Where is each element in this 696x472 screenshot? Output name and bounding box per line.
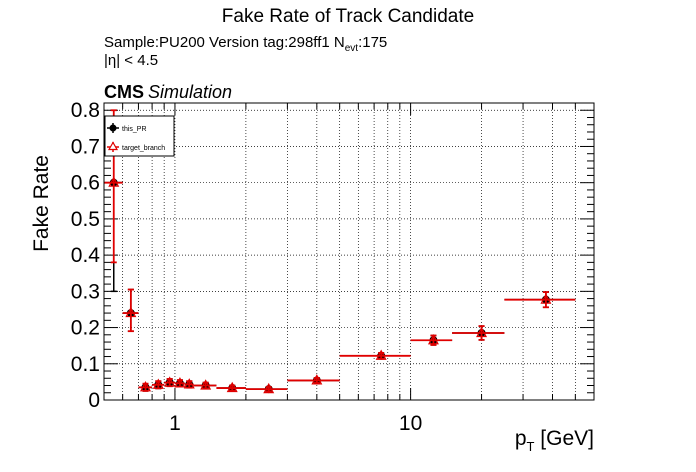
- y-tick-label: 0.5: [71, 208, 100, 231]
- data-point-target-branch: [200, 379, 212, 390]
- x-axis-title-sub: T: [527, 439, 535, 454]
- y-axis-title: Fake Rate: [30, 155, 53, 252]
- data-point-target-branch: [263, 382, 275, 394]
- data-point-target-branch: [427, 333, 439, 345]
- data-point-target-branch: [140, 381, 151, 392]
- simulation-text: Simulation: [148, 82, 233, 102]
- series-this_PR: [104, 109, 576, 394]
- cms-label: CMS Simulation: [104, 82, 232, 103]
- plot-frame: [103, 102, 595, 401]
- y-tick-label: 0.6: [71, 172, 100, 195]
- data-point-target-branch: [125, 306, 137, 318]
- x-axis-title: pT [GeV]: [515, 427, 594, 454]
- nevt-value: :175: [358, 34, 388, 51]
- data-point-target-branch: [226, 381, 238, 393]
- legend-this-pr-marker: [109, 124, 117, 132]
- y-tick-label: 0.2: [71, 317, 100, 340]
- axis-labels: 1 10 0 0.1 0.2 0.3 0.4 0.5 0.6 0.7 0.8 Fake Rate pT …: [30, 99, 594, 454]
- data-point-target-branch: [540, 293, 552, 304]
- data-point-target-branch: [311, 374, 323, 385]
- data-marks: [104, 109, 576, 394]
- x-tick-label: 1: [169, 412, 181, 435]
- legend-target-marker: [107, 141, 119, 151]
- data-point-target-branch: [476, 326, 488, 338]
- legend-this-pr-label: this_PR: [122, 126, 147, 133]
- grid-lines: [103, 103, 595, 401]
- sample-info: Sample:PU200 Version tag:298ff1 Nevt:175: [104, 34, 387, 54]
- data-point-target-branch: [375, 349, 387, 360]
- y-tick-label: 0.1: [71, 353, 100, 376]
- sample-text: Sample:PU200 Version tag:298ff1 N: [104, 34, 345, 51]
- data-point-target-branch: [164, 376, 176, 387]
- x-axis-title-unit: [GeV]: [534, 427, 594, 450]
- axis-ticks: [103, 103, 595, 401]
- x-axis-title-main: p: [515, 427, 527, 450]
- legend-target-label: target_branch: [122, 145, 165, 152]
- legend: this_PR target_branch: [104, 115, 175, 157]
- y-tick-label: 0.3: [71, 280, 100, 303]
- y-tick-label: 0: [88, 389, 100, 412]
- data-point-target-branch: [183, 378, 195, 389]
- y-tick-label: 0.8: [71, 99, 100, 122]
- y-tick-label: 0.4: [71, 244, 101, 267]
- data-point-target-branch: [174, 377, 186, 388]
- x-tick-label: 10: [399, 412, 422, 435]
- chart-title: Fake Rate of Track Candidate: [221, 6, 475, 27]
- eta-cut-label: |η| < 4.5: [104, 52, 159, 69]
- cms-text: CMS: [104, 82, 144, 102]
- nevt-subscript: evt: [344, 43, 359, 54]
- y-tick-label: 0.7: [71, 135, 100, 158]
- data-point-target-branch: [152, 378, 164, 389]
- series-target_branch: [104, 109, 576, 394]
- data-point-target-branch: [108, 176, 120, 187]
